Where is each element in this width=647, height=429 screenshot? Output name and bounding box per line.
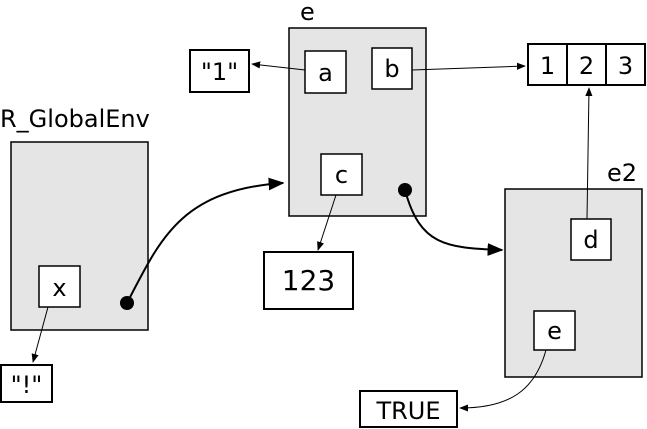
one-string-text: "1" <box>201 58 238 86</box>
value-vector: 1 2 3 <box>527 43 646 86</box>
binding-d-label: d <box>583 226 598 254</box>
arrows <box>31 61 593 412</box>
env-e2: e2 d e <box>504 159 643 378</box>
binding-e-box <box>533 310 576 351</box>
number-text: 123 <box>282 264 335 297</box>
value-one-string: "1" <box>189 49 250 93</box>
binding-c-label: c <box>335 161 348 189</box>
binding-e-label: e <box>547 317 562 345</box>
logical-box <box>359 390 458 428</box>
vector-cell-1 <box>527 43 568 86</box>
binding-d-box <box>570 218 612 261</box>
arrow-env-e-to-env-e2 <box>404 189 504 256</box>
value-bang-string: "!" <box>0 364 53 403</box>
binding-b-box <box>371 47 413 90</box>
bang-string-text: "!" <box>11 371 43 399</box>
arrow-e-to-logical <box>459 349 547 412</box>
arrow-c-to-number <box>317 194 337 251</box>
arrow-a-to-one-string <box>251 61 306 71</box>
logical-text: TRUE <box>375 397 440 425</box>
binding-a-box <box>304 50 347 94</box>
binding-b-label: b <box>384 55 399 83</box>
vector-element-3: 3 <box>618 52 633 80</box>
env-e2-label: e2 <box>607 159 637 187</box>
number-box <box>263 251 354 310</box>
arrow-d-to-vector <box>585 87 593 220</box>
value-number: 123 <box>263 251 354 310</box>
global-env-label: R_GlobalEnv <box>0 105 150 133</box>
env-e-label: e <box>300 0 315 26</box>
binding-c-box <box>320 153 363 196</box>
binding-x-label: x <box>52 274 66 302</box>
arrow-b-to-vector <box>411 62 526 71</box>
one-string-box <box>189 49 250 93</box>
bang-string-box <box>0 364 53 403</box>
vector-element-2: 2 <box>579 52 594 80</box>
env-e: e a b c <box>288 0 427 217</box>
arrow-x-to-bang <box>31 306 49 363</box>
vector-element-1: 1 <box>540 52 555 80</box>
vector-cell-3 <box>605 43 646 86</box>
value-logical: TRUE <box>359 390 458 428</box>
binding-a-label: a <box>318 59 333 87</box>
global-env: R_GlobalEnv x <box>0 105 150 331</box>
arrow-global-to-env-e <box>126 177 285 304</box>
binding-x-box <box>38 265 81 308</box>
